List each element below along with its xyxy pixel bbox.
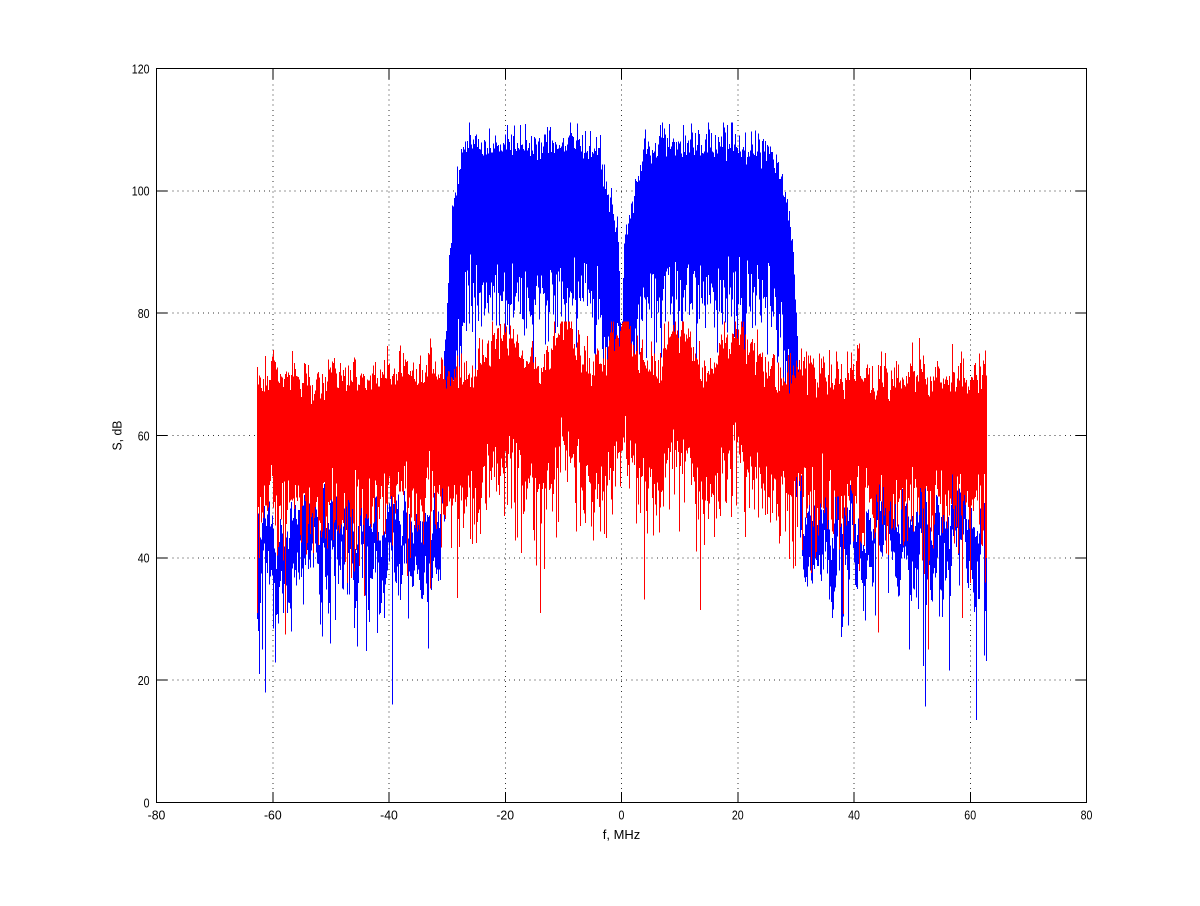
svg-text:20: 20 [138,673,150,688]
svg-text:-60: -60 [264,807,282,822]
svg-text:60: 60 [138,428,150,443]
svg-text:120: 120 [132,61,150,76]
svg-text:40: 40 [848,807,860,822]
svg-text:60: 60 [964,807,976,822]
svg-text:40: 40 [138,551,150,566]
svg-text:0: 0 [144,795,150,810]
svg-text:80: 80 [138,306,150,321]
svg-text:-80: -80 [148,807,166,822]
svg-text:80: 80 [1081,807,1093,822]
svg-text:f, MHz: f, MHz [603,827,640,842]
svg-text:-40: -40 [380,807,398,822]
svg-text:S, dB: S, dB [110,420,125,450]
svg-text:20: 20 [732,807,744,822]
svg-text:0: 0 [619,807,625,822]
svg-text:100: 100 [132,184,150,199]
svg-text:-20: -20 [496,807,514,822]
